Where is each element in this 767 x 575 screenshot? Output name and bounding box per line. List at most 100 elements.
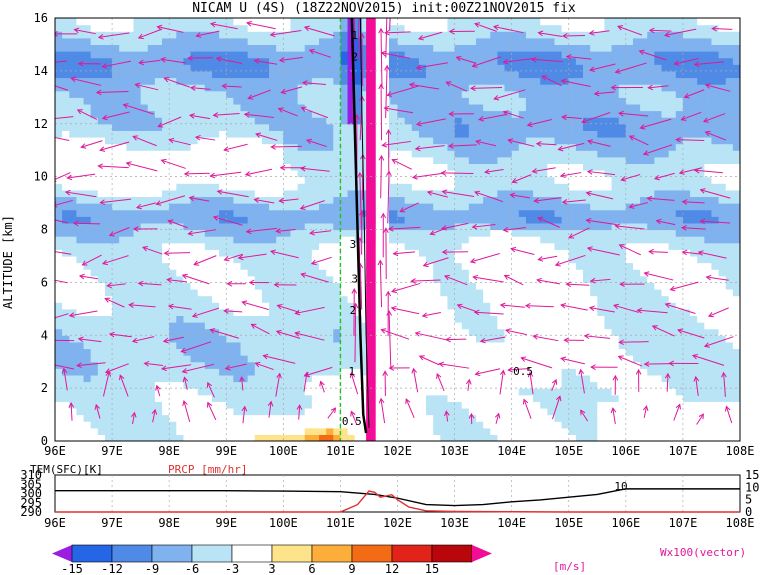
heat-cell bbox=[454, 242, 463, 250]
heat-cell bbox=[219, 77, 227, 85]
heat-cell bbox=[326, 269, 334, 277]
heat-cell bbox=[454, 288, 463, 297]
heat-cell bbox=[461, 31, 470, 39]
heat-cell bbox=[547, 414, 556, 422]
heat-cell bbox=[183, 70, 192, 79]
heat-cell bbox=[233, 84, 242, 92]
heat-cell bbox=[418, 90, 427, 98]
heat-cell bbox=[133, 414, 142, 422]
heat-cell bbox=[112, 348, 120, 356]
heat-cell bbox=[104, 216, 113, 224]
heat-cell bbox=[211, 203, 220, 211]
heat-cell bbox=[604, 302, 613, 310]
chart-title: NICAM U (4S) (18Z22NOV2015) init:00Z21NO… bbox=[192, 1, 576, 16]
heat-cell bbox=[261, 355, 270, 363]
heat-cell bbox=[540, 348, 548, 356]
heat-cell bbox=[547, 209, 556, 217]
heat-cell bbox=[176, 282, 185, 290]
heat-cell bbox=[604, 328, 613, 336]
heat-cell bbox=[176, 302, 185, 310]
heat-cell bbox=[269, 282, 277, 290]
heat-cell bbox=[76, 163, 85, 171]
heat-cell bbox=[311, 374, 320, 383]
heat-cell bbox=[204, 37, 213, 46]
heat-cell bbox=[219, 229, 227, 237]
heat-cell bbox=[504, 229, 513, 237]
heat-cell bbox=[511, 242, 520, 250]
heat-cell bbox=[112, 216, 120, 224]
heat-cell bbox=[597, 51, 606, 59]
heat-cell bbox=[226, 103, 234, 112]
heat-cell bbox=[404, 242, 413, 250]
heat-cell bbox=[426, 136, 434, 145]
heat-cell bbox=[254, 328, 263, 336]
heat-cell bbox=[540, 295, 548, 303]
heat-cell bbox=[540, 341, 548, 350]
heat-cell bbox=[540, 322, 548, 330]
heat-cell bbox=[76, 407, 85, 416]
heat-cell bbox=[418, 262, 427, 270]
heat-cell bbox=[219, 57, 227, 65]
heat-cell bbox=[283, 18, 292, 26]
heat-cell bbox=[468, 401, 477, 409]
heat-cell bbox=[426, 90, 434, 98]
heat-cell bbox=[261, 170, 270, 178]
heat-cell bbox=[119, 70, 127, 79]
heat-cell bbox=[597, 394, 606, 402]
heat-cell bbox=[397, 414, 406, 422]
heat-cell bbox=[290, 348, 299, 356]
heat-cell bbox=[340, 209, 349, 217]
heat-cell bbox=[112, 170, 120, 178]
heat-cell bbox=[147, 130, 156, 138]
heat-cell bbox=[126, 295, 135, 303]
heat-cell bbox=[511, 130, 520, 138]
heat-cell bbox=[154, 262, 163, 270]
heat-cell bbox=[62, 262, 70, 270]
heat-cell bbox=[55, 427, 63, 435]
heat-cell bbox=[397, 24, 406, 32]
heat-cell bbox=[319, 322, 327, 330]
heat-cell bbox=[590, 434, 598, 441]
heat-cell bbox=[83, 394, 92, 402]
heat-cell bbox=[261, 255, 270, 264]
heat-cell bbox=[76, 170, 85, 178]
heat-cell bbox=[518, 262, 527, 270]
heat-cell bbox=[55, 97, 63, 105]
heat-cell bbox=[468, 196, 477, 204]
heat-cell bbox=[518, 255, 527, 264]
heat-cell bbox=[418, 302, 427, 310]
heat-cell bbox=[147, 295, 156, 303]
heat-cell bbox=[133, 255, 142, 264]
heat-cell bbox=[311, 209, 320, 217]
heat-cell bbox=[133, 170, 142, 178]
heat-cell bbox=[518, 249, 527, 257]
heat-cell bbox=[454, 143, 463, 151]
heat-cell bbox=[468, 150, 477, 158]
heat-cell bbox=[269, 57, 277, 65]
heat-cell bbox=[426, 117, 434, 125]
heat-cell bbox=[90, 209, 99, 217]
heat-cell bbox=[69, 335, 78, 343]
heat-cell bbox=[333, 407, 342, 416]
heat-cell bbox=[404, 77, 413, 85]
heat-cell bbox=[283, 130, 292, 138]
heat-cell bbox=[418, 341, 427, 350]
heat-cell bbox=[554, 295, 563, 303]
heat-cell bbox=[411, 216, 420, 224]
heat-cell bbox=[83, 150, 92, 158]
heat-cell bbox=[133, 236, 142, 244]
heat-cell bbox=[247, 156, 256, 165]
heat-cell bbox=[69, 203, 78, 211]
heat-cell bbox=[219, 222, 227, 231]
heat-cell bbox=[590, 209, 598, 217]
heat-cell bbox=[568, 341, 577, 350]
heat-cell bbox=[55, 143, 63, 151]
heat-cell bbox=[583, 51, 591, 59]
heat-cell bbox=[440, 183, 449, 191]
heat-cell bbox=[233, 381, 242, 389]
heat-cell bbox=[418, 150, 427, 158]
heat-cell bbox=[525, 262, 534, 270]
heat-cell bbox=[333, 31, 342, 39]
heat-cell bbox=[97, 421, 106, 429]
heat-cell bbox=[504, 183, 513, 191]
